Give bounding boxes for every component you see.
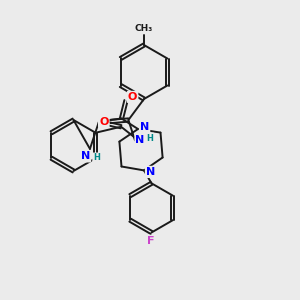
Text: CH₃: CH₃ [135,24,153,33]
Text: H: H [93,153,100,162]
Text: N: N [81,152,90,161]
Text: N: N [146,167,155,177]
Text: F: F [147,236,155,246]
Text: N: N [136,135,145,145]
Text: N: N [140,122,149,132]
Text: O: O [99,116,109,127]
Text: O: O [128,92,137,102]
Text: H: H [147,134,153,142]
